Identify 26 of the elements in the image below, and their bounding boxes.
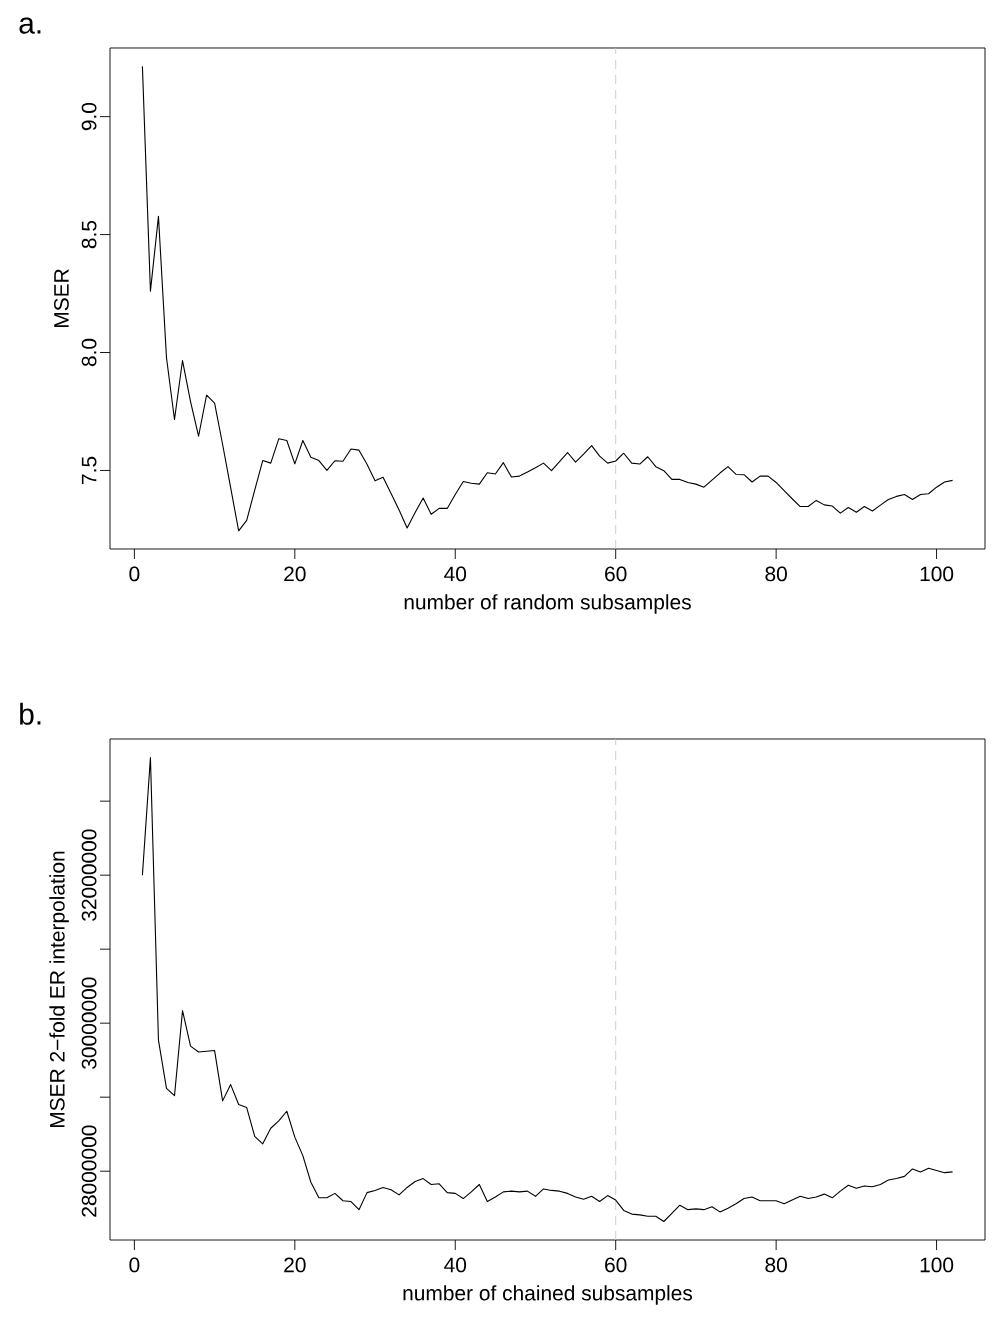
x-axis-title: number of random subsamples [404, 594, 691, 614]
y-tick-label: 28000000 [81, 1125, 97, 1217]
y-axis-title: MSER [54, 269, 69, 327]
y-tick-label: 8.5 [81, 220, 97, 249]
x-axis-title: number of chained subsamples [403, 1285, 693, 1305]
x-tick-label: 40 [444, 1257, 467, 1273]
x-tick-label: 20 [284, 1257, 306, 1273]
x-tick-label: 100 [920, 1257, 954, 1273]
y-tick-label: 30000000 [81, 977, 97, 1069]
x-tick-label: 40 [444, 566, 467, 582]
x-tick-label: 20 [284, 566, 306, 582]
x-tick-label: 80 [765, 1257, 787, 1273]
x-tick-label: 100 [920, 566, 954, 582]
x-tick-label: 80 [765, 566, 787, 582]
y-tick-label: 8.0 [81, 338, 97, 367]
y-tick-label: 32000000 [81, 829, 97, 921]
x-tick-label: 0 [129, 566, 140, 582]
y-tick-label: 9.0 [81, 102, 97, 131]
x-tick-label: 0 [129, 1257, 140, 1273]
chart-title: b. [20, 702, 41, 725]
y-tick-label: 7.5 [81, 456, 97, 484]
x-tick-label: 60 [605, 1257, 627, 1273]
y-axis-title: MSER 2−fold ER interpolation [49, 851, 69, 1128]
line-series [141, 65, 954, 532]
chart-title: a. [19, 17, 41, 34]
x-tick-label: 60 [605, 566, 627, 582]
